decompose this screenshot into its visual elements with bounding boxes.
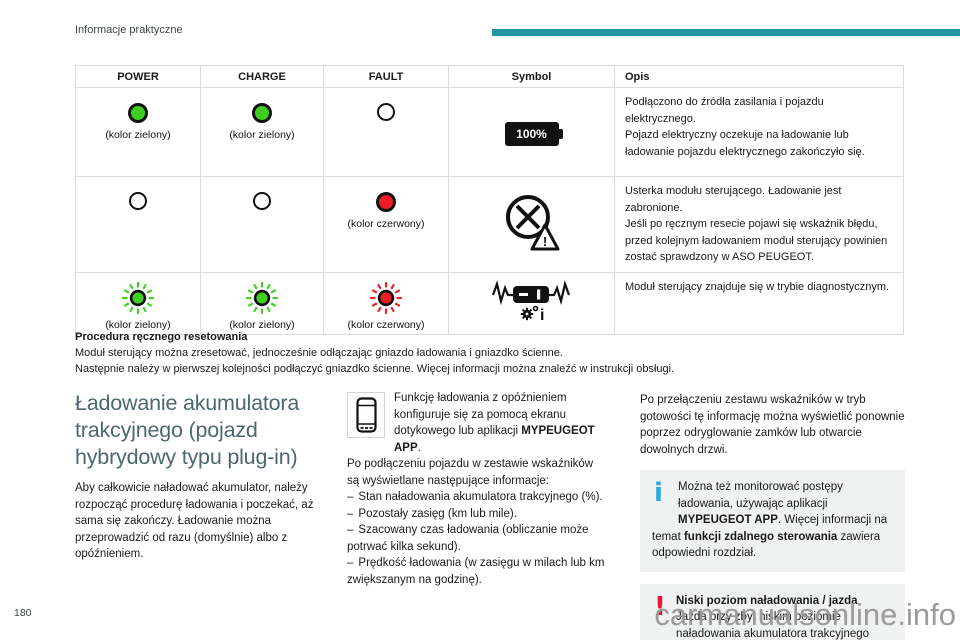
charging-fault-icon: ! [505, 194, 559, 251]
page-title: Informacje praktyczne [75, 24, 183, 36]
warning-icon: ! [654, 591, 666, 622]
standby-paragraph: Po przełączeniu zestawu wskaźników w try… [640, 394, 905, 456]
power-led-blinking-green-icon [122, 281, 154, 314]
charge-led-off-icon [253, 192, 271, 210]
list-item: – Pozostały zasięg (km lub mile). [347, 507, 517, 520]
watermark: carmanualsonline.info [654, 597, 956, 632]
column-right: Po przełączeniu zestawu wskaźników w try… [640, 392, 905, 640]
table-row: (kolor czerwony) ! Usterka modułu steruj… [75, 176, 904, 273]
touchscreen-icon-box [347, 392, 385, 438]
col-header-power: POWER [75, 65, 201, 88]
charge-led-green-icon [252, 103, 272, 123]
reset-section-line: Następnie należy w pierwszej kolejności … [75, 363, 675, 375]
led-caption: (kolor zielony) [229, 129, 295, 141]
col-header-charge: CHARGE [200, 65, 324, 88]
list-item: – Stan naładowania akumulatora trakcyjneg… [347, 491, 603, 503]
warning-body: Jazda przy zbyt niskim poziomie naładowa… [676, 611, 870, 640]
reset-section-line: Moduł sterujący można zresetować, jednoc… [75, 347, 563, 359]
col-header-opis: Opis [614, 65, 904, 88]
info-box: i Można też monitorować postępy ładowani… [640, 470, 905, 572]
led-caption: (kolor zielony) [229, 318, 295, 331]
fault-led-off-icon [377, 103, 395, 121]
smartphone-icon [355, 397, 377, 433]
charge-led-blinking-green-icon [246, 281, 278, 314]
svg-text:!: ! [542, 234, 546, 249]
header-accent-bar [492, 29, 960, 36]
led-caption: (kolor czerwony) [347, 318, 425, 331]
section-heading: Ładowanie akumulatora trakcyjnego (pojaz… [75, 391, 300, 469]
warning-title: Niski poziom naładowania / jazda [676, 594, 858, 607]
table-row: (kolor zielony) (kolor zielony) [75, 87, 904, 177]
reset-section-title: Procedura ręcznego resetowania [75, 331, 248, 343]
power-led-green-icon [128, 103, 148, 123]
gear-icon [520, 307, 533, 320]
fault-led-blinking-red-icon [370, 281, 402, 314]
table-row: (kolor zielony) [75, 271, 904, 335]
page-number: 180 [14, 607, 32, 619]
list-item: – Prędkość ładowania (w zasięgu w milach … [347, 557, 605, 586]
diagnostic-mode-icon: i [491, 279, 570, 324]
manual-reset-section: Procedura ręcznego resetowania Moduł ste… [75, 329, 907, 377]
warning-box: ! Niski poziom naładowania / jazda Jazda… [640, 583, 905, 640]
indicators-intro: Po podłączeniu pojazdu w zestawie wskaźn… [347, 458, 594, 487]
app-name: MYPEUGEOT APP [678, 514, 778, 526]
app-name: MYPEUGEOT APP [394, 425, 595, 454]
led-caption: (kolor czerwony) [347, 218, 425, 230]
column-left: Ładowanie akumulatora trakcyjnego (pojaz… [75, 390, 327, 563]
col-header-fault: FAULT [323, 65, 449, 88]
battery-label: 100% [516, 127, 547, 141]
section-body: Aby całkowicie naładować akumulator, nal… [75, 482, 314, 560]
svg-text:i: i [540, 307, 544, 323]
row-description: Podłączono do źródła zasilania i pojazdu… [614, 87, 904, 177]
column-middle: Funkcję ładowania z opóźnieniem konfigur… [347, 390, 607, 588]
led-caption: (kolor zielony) [105, 129, 171, 141]
info-icon: i [654, 478, 663, 508]
table-header-row: POWER CHARGE FAULT Symbol Opis [75, 65, 904, 88]
list-item: – Szacowany czas ładowania (obliczanie mo… [347, 524, 589, 553]
status-table: POWER CHARGE FAULT Symbol Opis (kolor zi… [75, 65, 904, 335]
delayed-charging-paragraph: Funkcję ładowania z opóźnieniem konfigur… [394, 392, 595, 454]
battery-100-icon: 100% [504, 122, 563, 146]
row-description: Moduł sterujący znajduje się w trybie di… [614, 271, 904, 335]
power-led-off-icon [129, 192, 147, 210]
led-caption: (kolor zielony) [105, 318, 171, 331]
fault-led-red-icon [376, 192, 396, 212]
row-description: Usterka modułu sterującego. Ładowanie je… [614, 176, 904, 273]
col-header-symbol: Symbol [448, 65, 615, 88]
